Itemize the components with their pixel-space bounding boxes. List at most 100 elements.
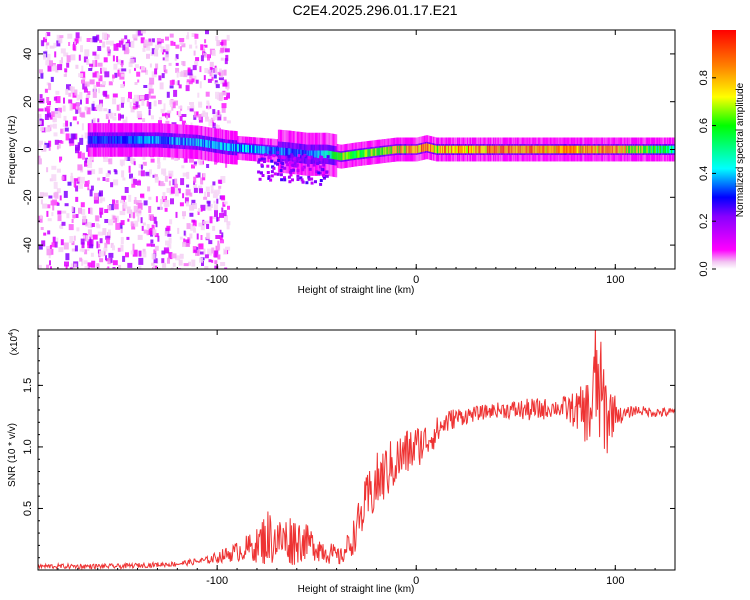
spectro-cell — [61, 176, 65, 181]
spectro-cell — [39, 140, 43, 145]
spectro-cell — [225, 162, 228, 168]
spectro-cell — [204, 266, 209, 269]
spectro-cell — [646, 145, 648, 154]
spectro-cell — [75, 64, 79, 69]
spectro-cell — [65, 70, 67, 77]
spectro-cell — [57, 64, 63, 71]
spectro-cell — [40, 214, 43, 219]
spectro-cell — [351, 151, 354, 159]
spectro-cell — [473, 145, 476, 154]
spectro-cell — [109, 204, 114, 211]
spectro-cell — [184, 197, 189, 204]
spectro-cell — [320, 167, 324, 171]
spectro-cell — [306, 163, 310, 167]
spectro-cell — [103, 57, 108, 63]
spectro-cell — [319, 179, 323, 182]
spectro-cell — [626, 145, 628, 154]
spectro-cell — [59, 60, 63, 66]
spectro-cell — [236, 144, 238, 152]
spectro-cell — [288, 180, 292, 184]
spectro-cell — [163, 202, 167, 207]
spectro-cell — [428, 143, 430, 152]
spectro-cell — [365, 149, 368, 157]
spectro-cell — [532, 145, 535, 154]
spectro-cell — [154, 136, 157, 144]
spectro-cell — [307, 156, 311, 160]
spectro-cell — [622, 145, 624, 154]
spectro-cell — [413, 145, 415, 154]
spectro-cell — [423, 144, 425, 152]
spectro-cell — [427, 143, 429, 152]
spectro-cell — [157, 136, 159, 144]
spectro-cell — [76, 121, 79, 125]
spectro-cell — [100, 67, 103, 74]
spectro-cell — [84, 180, 90, 187]
spectro-cell — [42, 192, 48, 197]
spectro-cell — [305, 155, 309, 159]
spectro-cell — [46, 53, 51, 61]
spectro-cell — [325, 174, 329, 178]
spectro-cell — [471, 145, 473, 154]
spectro-cell — [360, 150, 363, 158]
spectro-cell — [101, 136, 104, 144]
spectro-cell — [54, 139, 59, 145]
spectro-cell — [110, 136, 113, 144]
spectro-cell — [75, 144, 80, 151]
spectro-cell — [72, 178, 76, 184]
spectro-cell — [251, 145, 253, 153]
snr-ytick-label: 1.0 — [22, 439, 34, 454]
spectro-cell — [268, 146, 271, 155]
spectro-cell — [490, 145, 493, 154]
spectro-cell — [140, 164, 143, 170]
spectro-cell — [152, 174, 155, 178]
spectro-cell — [46, 246, 51, 249]
spectro-cell — [594, 145, 596, 154]
spectro-cell — [185, 189, 191, 196]
spectro-cell — [121, 195, 127, 200]
spectro-cell — [174, 178, 178, 185]
spectro-cell — [138, 136, 141, 144]
spectro-cell — [202, 110, 206, 117]
spectro-cell — [108, 109, 111, 114]
spectro-cell — [557, 145, 560, 154]
spectro-cell — [95, 136, 98, 144]
spectro-cell — [94, 192, 98, 200]
spectro-cell — [659, 145, 661, 154]
spectro-cell — [199, 81, 202, 89]
spectro-cell — [134, 94, 139, 102]
spectro-cell — [38, 113, 42, 118]
spectro-cell — [310, 150, 313, 159]
spectro-cell — [438, 145, 440, 154]
snr-panel — [38, 330, 675, 570]
spectro-cell — [137, 136, 140, 144]
spectro-cell — [170, 198, 174, 205]
spectro-cell — [110, 257, 113, 263]
spectro-cell — [220, 47, 225, 53]
spectro-cell — [59, 35, 64, 39]
spectro-cell — [212, 181, 216, 186]
spectro-cell — [77, 164, 83, 171]
spectro-cell — [63, 115, 67, 121]
spectro-cell — [115, 222, 121, 230]
spectro-cell — [201, 139, 203, 147]
spectro-cell — [461, 145, 463, 154]
spectro-cell — [40, 127, 45, 132]
spectro-cell — [460, 145, 462, 154]
spectro-cell — [44, 142, 50, 148]
spectro-cell — [313, 157, 317, 161]
spectro-cell — [129, 136, 132, 144]
spectro-cell — [379, 147, 381, 156]
spectro-cell — [221, 91, 227, 96]
spectro-cell — [54, 241, 58, 248]
spectro-cell — [276, 151, 280, 155]
spectro-cell — [141, 225, 144, 231]
spectro-cell — [137, 180, 141, 186]
spectro-cell — [181, 120, 186, 126]
spectro-cell — [160, 136, 162, 144]
spectro-cell — [70, 103, 76, 110]
spectro-cell — [161, 113, 166, 117]
spectro-cell — [62, 128, 65, 135]
spectro-cell — [167, 110, 172, 114]
spectro-cell — [197, 208, 201, 213]
spectro-cell — [279, 147, 282, 156]
